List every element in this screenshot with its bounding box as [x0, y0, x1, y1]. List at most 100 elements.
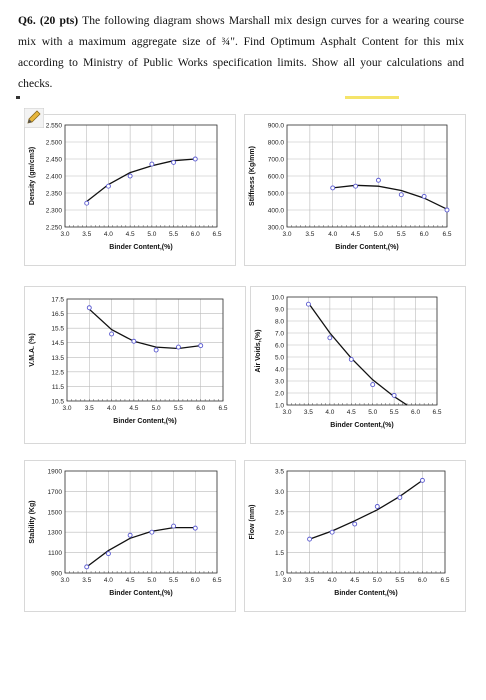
vma-chart: 10.5 11.5 12.5 13.5 14.5 15.5 16.5 17.5 3.0 3.5 4.…: [29, 297, 228, 426]
data-point: [370, 382, 376, 388]
trend-line: [86, 158, 196, 203]
trend-line: [309, 479, 423, 540]
x-tick-label: 3.5: [82, 231, 91, 238]
y-tick-label: 900: [51, 571, 62, 578]
x-tick-label: 3.0: [282, 577, 291, 584]
plot-frame: [66, 298, 224, 402]
x-tick-label: 4.0: [328, 577, 337, 584]
x-tick-label: 6.5: [218, 405, 227, 412]
x-axis-label: Binder Content,(%): [109, 590, 172, 597]
x-tick-label: 4.0: [104, 577, 113, 584]
y-axis-label: Stiffness (Kg/mm): [249, 146, 256, 206]
pencil-icon[interactable]: [24, 108, 44, 128]
x-tick-label: 6.0: [191, 577, 200, 584]
y-tick-label: 5.0: [275, 355, 284, 362]
data-point: [327, 335, 333, 341]
x-tick-label: 6.0: [411, 409, 420, 416]
question-body: The following diagram shows Marshall mix…: [18, 14, 464, 90]
y-tick-label: 300.0: [268, 225, 285, 232]
x-tick-label: 5.5: [174, 405, 183, 412]
data-point: [86, 305, 92, 311]
x-tick-label: 6.5: [440, 577, 449, 584]
y-tick-label: 2.350: [46, 191, 63, 198]
y-tick-label: 700.0: [268, 157, 285, 164]
question-text: Q6. (20 pts) The following diagram shows…: [18, 10, 464, 94]
vma-chart-panel: 10.5 11.5 12.5 13.5 14.5 15.5 16.5 17.5 3.0 3.5 4.…: [24, 286, 246, 444]
data-point: [192, 525, 198, 531]
airvoids-chart: 1.0 2.0 3.0 4.0 5.0 6.0 7.0 8.0 9.0 10.0 3.0 3.5 4.0…: [255, 295, 442, 430]
x-tick-label: 4.0: [107, 405, 116, 412]
y-tick-label: 2.5: [275, 509, 284, 516]
plot-frame: [286, 296, 438, 406]
x-tick-label: 3.0: [282, 409, 291, 416]
y-tick-label: 6.0: [275, 343, 284, 350]
density-chart-panel: 2.250 2.300 2.350 2.400 2.450 2.500 2.550 3.0 3.…: [24, 114, 236, 266]
y-tick-label: 4.0: [275, 367, 284, 374]
x-tick-label: 3.0: [282, 231, 291, 238]
data-point: [171, 159, 177, 165]
x-tick-label: 3.5: [85, 405, 94, 412]
x-tick-label: 6.0: [191, 231, 200, 238]
x-tick-label: 3.0: [62, 405, 71, 412]
y-tick-label: 12.5: [51, 369, 64, 376]
data-point: [330, 185, 336, 191]
question-points: (20 pts): [39, 14, 79, 27]
trend-line: [307, 302, 408, 406]
x-axis-label: Binder Content,(%): [335, 244, 398, 251]
data-point: [398, 192, 404, 198]
x-axis-label: Binder Content,(%): [330, 422, 393, 429]
x-tick-label: 5.0: [374, 231, 383, 238]
data-point: [421, 193, 427, 199]
y-axis-label: V.M.A. (%): [29, 333, 36, 367]
y-tick-label: 1700: [48, 489, 63, 496]
x-tick-label: 3.5: [82, 577, 91, 584]
data-point: [109, 331, 115, 337]
y-tick-label: 600.0: [268, 174, 285, 181]
highlight-mark: [345, 96, 399, 99]
y-tick-label: 11.5: [52, 384, 65, 391]
x-axis-label: Binder Content,(%): [113, 418, 176, 425]
y-tick-label: 1300: [48, 530, 63, 537]
y-tick-label: 8.0: [275, 319, 284, 326]
data-point: [329, 529, 335, 535]
x-tick-label: 5.0: [373, 577, 382, 584]
data-point: [153, 347, 159, 353]
y-axis-label: Density (gm/cm3): [29, 147, 36, 205]
data-point: [127, 173, 133, 179]
x-tick-label: 4.0: [104, 231, 113, 238]
y-tick-label: 500.0: [268, 191, 285, 198]
data-point: [391, 392, 397, 398]
y-tick-label: 1500: [48, 509, 63, 516]
y-tick-label: 2.500: [46, 140, 63, 147]
y-tick-label: 2.300: [46, 208, 63, 215]
y-axis-label: Flow (mm): [249, 505, 256, 540]
x-tick-label: 5.0: [368, 409, 377, 416]
data-point: [127, 532, 133, 538]
y-tick-label: 10.0: [271, 295, 284, 302]
x-tick-label: 3.0: [60, 231, 69, 238]
x-tick-label: 6.5: [212, 231, 221, 238]
y-tick-label: 3.0: [275, 489, 284, 496]
y-tick-label: 9.0: [275, 307, 284, 314]
x-tick-label: 6.5: [432, 409, 441, 416]
data-point: [105, 183, 111, 189]
x-tick-label: 5.5: [390, 409, 399, 416]
data-point: [171, 523, 177, 529]
data-point: [305, 301, 311, 307]
stiffness-chart: 300.0 400.0 500.0 600.0 700.0 800.0 900.0 3.0 3.…: [249, 123, 452, 252]
y-tick-label: 1900: [48, 469, 63, 476]
plot-frame: [64, 124, 218, 228]
density-chart: 2.250 2.300 2.350 2.400 2.450 2.500 2.550 3.0 3.…: [29, 123, 222, 252]
trend-line: [88, 308, 201, 350]
x-axis-label: Binder Content,(%): [109, 244, 172, 251]
trend-line: [86, 526, 196, 568]
stiffness-chart-panel: 300.0 400.0 500.0 600.0 700.0 800.0 900.0 3.0 3.…: [244, 114, 466, 266]
y-tick-label: 1100: [48, 550, 62, 557]
y-tick-label: 2.550: [46, 123, 63, 130]
cursor-marker: [16, 96, 20, 99]
y-axis-label: Air Voids,(%): [255, 329, 262, 372]
data-point: [419, 477, 425, 483]
x-axis-label: Binder Content,(%): [334, 590, 397, 597]
y-tick-label: 17.5: [51, 297, 64, 304]
data-point: [175, 344, 181, 350]
